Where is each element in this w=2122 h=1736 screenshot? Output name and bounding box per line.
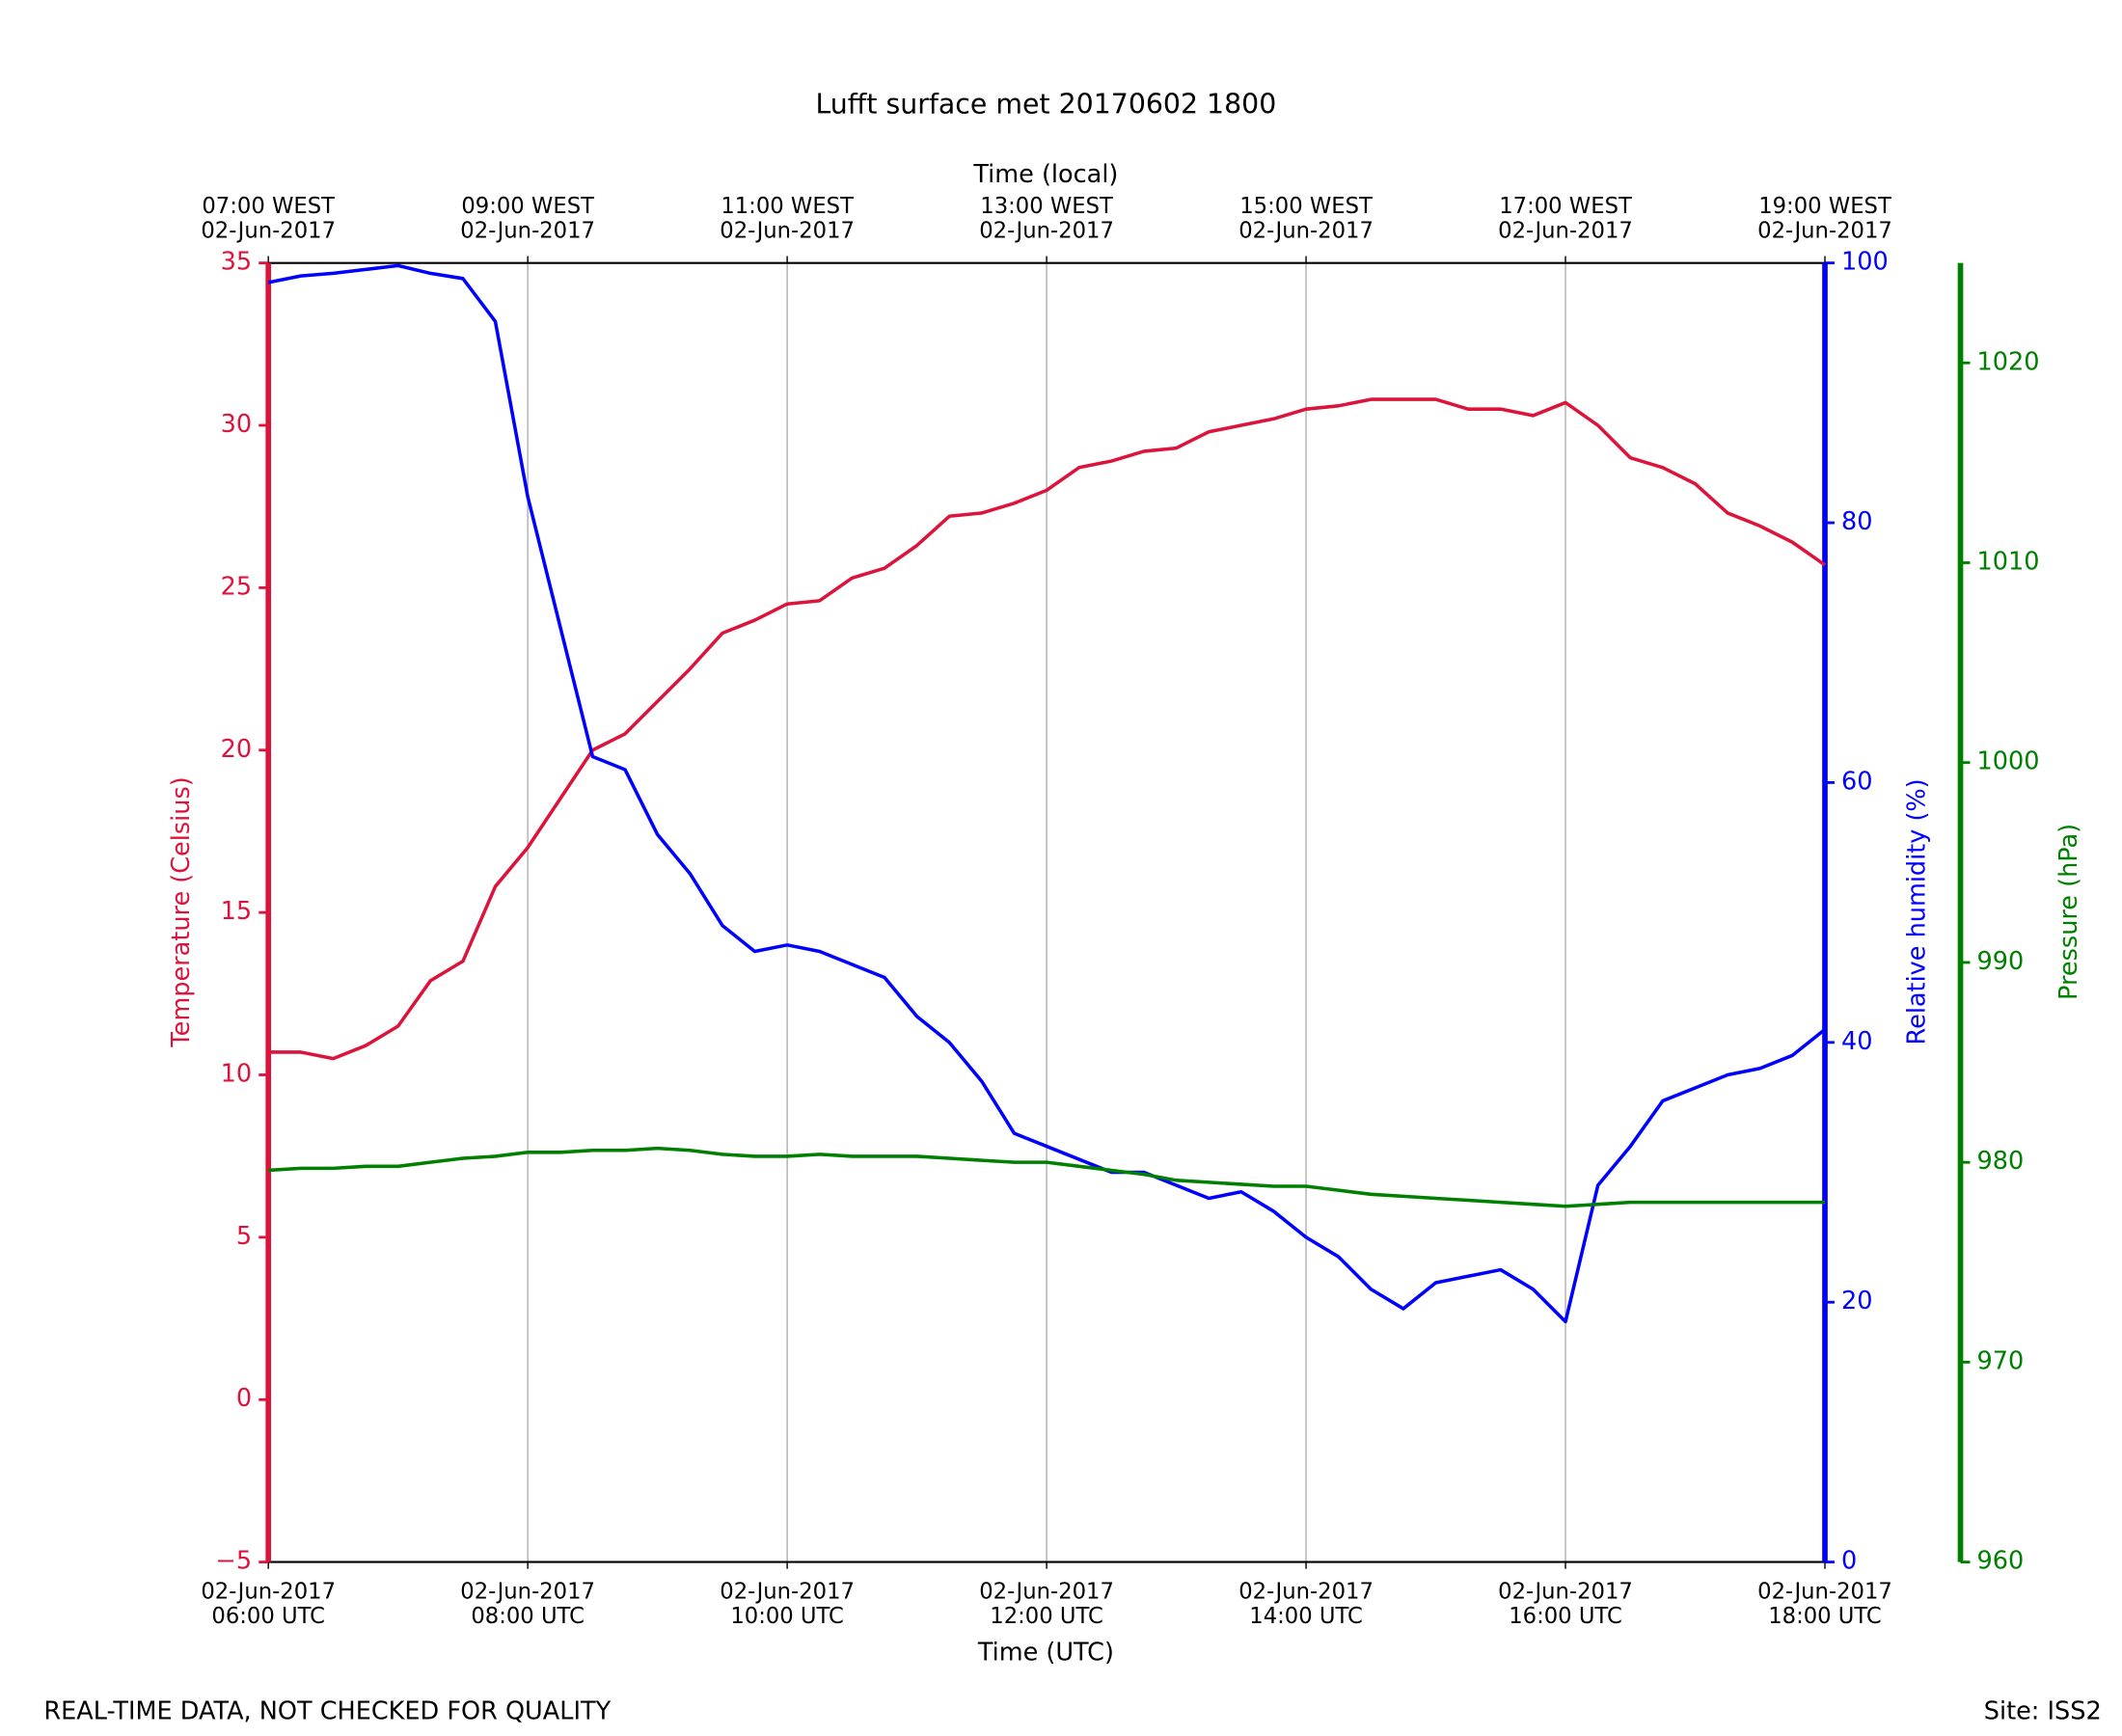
y-tick-label: 20 <box>1841 1287 1873 1316</box>
x-tick-label: 10:00 UTC <box>730 1604 844 1629</box>
y-tick-label: 5 <box>236 1222 252 1251</box>
x-tick-label: 08:00 UTC <box>471 1604 585 1629</box>
footer-left: REAL-TIME DATA, NOT CHECKED FOR QUALITY <box>43 1697 611 1726</box>
x2-tick-label: 02-Jun-2017 <box>201 219 336 244</box>
y-tick-label: 1010 <box>1977 547 2040 576</box>
x2-tick-label: 09:00 WEST <box>461 194 594 219</box>
x2-tick-label: 02-Jun-2017 <box>1498 219 1633 244</box>
data-line <box>268 1146 1825 1208</box>
x2-tick-label: 02-Jun-2017 <box>460 219 595 244</box>
x2-tick-label: 13:00 WEST <box>980 194 1113 219</box>
y-tick-label: 990 <box>1977 947 2025 976</box>
y-tick-label: 100 <box>1841 248 1889 277</box>
y-tick-label: 25 <box>221 572 252 601</box>
y-tick-label: 15 <box>221 897 252 926</box>
y-tick-label: 80 <box>1841 507 1873 536</box>
y-tick-label: 20 <box>221 735 252 764</box>
y-tick-label: 35 <box>221 248 252 277</box>
x-tick-label: 02-Jun-2017 <box>1757 1579 1892 1604</box>
x-tick-label: 12:00 UTC <box>990 1604 1103 1629</box>
x2-tick-label: 02-Jun-2017 <box>1757 219 1892 244</box>
x2-tick-label: 02-Jun-2017 <box>720 219 855 244</box>
y-tick-label: 960 <box>1977 1547 2025 1576</box>
x2-tick-label: 07:00 WEST <box>202 194 335 219</box>
x2-tick-label: 19:00 WEST <box>1758 194 1891 219</box>
y-tick-label: 60 <box>1841 767 1873 796</box>
y-tick-label: 980 <box>1977 1147 2025 1176</box>
y-tick-label: 0 <box>236 1384 252 1413</box>
x-tick-label: 16:00 UTC <box>1509 1604 1622 1629</box>
x2-tick-label: 17:00 WEST <box>1499 194 1632 219</box>
x-tick-label: 02-Jun-2017 <box>460 1579 595 1604</box>
x2-axis-label: Time (local) <box>972 160 1118 189</box>
x2-tick-label: 02-Jun-2017 <box>979 219 1114 244</box>
data-line <box>267 263 1827 1324</box>
x2-tick-label: 15:00 WEST <box>1239 194 1373 219</box>
x-tick-label: 02-Jun-2017 <box>979 1579 1114 1604</box>
x-tick-label: 14:00 UTC <box>1249 1604 1363 1629</box>
data-line <box>268 397 1827 1061</box>
y-tick-label: 970 <box>1977 1346 2025 1375</box>
y-tick-label: 40 <box>1841 1027 1873 1056</box>
x-tick-label: 02-Jun-2017 <box>1498 1579 1633 1604</box>
x-axis-label: Time (UTC) <box>977 1639 1114 1668</box>
y2-axis-label: Relative humidity (%) <box>1903 778 1932 1044</box>
chart-title: Lufft surface met 20170602 1800 <box>815 88 1276 120</box>
y-tick-label: 1020 <box>1977 347 2040 376</box>
x-tick-label: 06:00 UTC <box>211 1604 325 1629</box>
x2-tick-label: 11:00 WEST <box>721 194 854 219</box>
x-tick-label: 02-Jun-2017 <box>1238 1579 1374 1604</box>
y-tick-label: 0 <box>1841 1547 1857 1576</box>
x2-tick-label: 02-Jun-2017 <box>1238 219 1374 244</box>
x-tick-label: 02-Jun-2017 <box>201 1579 336 1604</box>
y-axis-label: Temperature (Celsius) <box>167 776 196 1047</box>
x-tick-label: 02-Jun-2017 <box>720 1579 855 1604</box>
y-tick-label: 1000 <box>1977 747 2040 776</box>
y-tick-label: 10 <box>221 1060 252 1089</box>
y-tick-label: 30 <box>221 410 252 439</box>
x-tick-label: 18:00 UTC <box>1768 1604 1882 1629</box>
y3-axis-label: Pressure (hPa) <box>2054 824 2083 1000</box>
y-tick-label: −5 <box>216 1547 253 1576</box>
footer-right: Site: ISS2 <box>1984 1697 2102 1726</box>
